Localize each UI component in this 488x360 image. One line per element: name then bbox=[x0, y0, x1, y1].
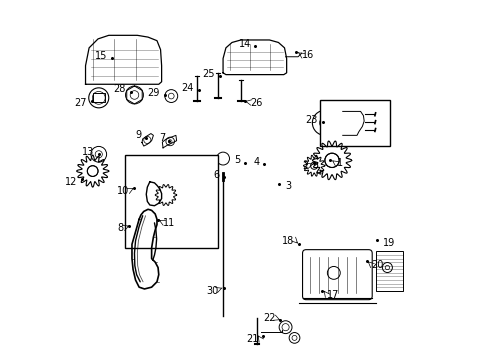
Text: 17: 17 bbox=[326, 290, 338, 300]
Text: 14: 14 bbox=[238, 39, 250, 49]
Text: 11: 11 bbox=[163, 218, 175, 228]
Text: 28: 28 bbox=[113, 84, 125, 94]
Text: 4: 4 bbox=[253, 157, 259, 167]
Text: 3: 3 bbox=[285, 181, 291, 191]
Text: 13: 13 bbox=[81, 147, 94, 157]
Text: 16: 16 bbox=[301, 50, 313, 60]
Text: 12: 12 bbox=[65, 177, 77, 187]
Text: 24: 24 bbox=[181, 83, 193, 93]
Text: 15: 15 bbox=[95, 51, 107, 61]
Text: 7: 7 bbox=[159, 133, 165, 143]
Text: 25: 25 bbox=[203, 68, 215, 78]
Text: 10: 10 bbox=[117, 186, 129, 196]
Bar bbox=[124, 155, 217, 248]
Text: 2: 2 bbox=[302, 161, 308, 171]
Text: 6: 6 bbox=[213, 170, 219, 180]
Bar bbox=[375, 251, 402, 291]
Text: 18: 18 bbox=[281, 236, 293, 246]
Text: 19: 19 bbox=[382, 238, 394, 248]
Text: 5: 5 bbox=[234, 156, 241, 165]
Text: 29: 29 bbox=[147, 88, 160, 98]
Text: 1: 1 bbox=[336, 158, 342, 168]
Text: 23: 23 bbox=[305, 115, 317, 125]
Text: 30: 30 bbox=[206, 286, 218, 296]
Text: 26: 26 bbox=[250, 98, 262, 108]
Text: 21: 21 bbox=[246, 334, 258, 344]
Text: 27: 27 bbox=[74, 98, 86, 108]
Text: 9: 9 bbox=[135, 130, 142, 140]
Text: 20: 20 bbox=[370, 260, 383, 270]
Text: 8: 8 bbox=[118, 223, 123, 233]
Bar bbox=[320, 100, 389, 146]
Text: 22: 22 bbox=[263, 312, 275, 323]
